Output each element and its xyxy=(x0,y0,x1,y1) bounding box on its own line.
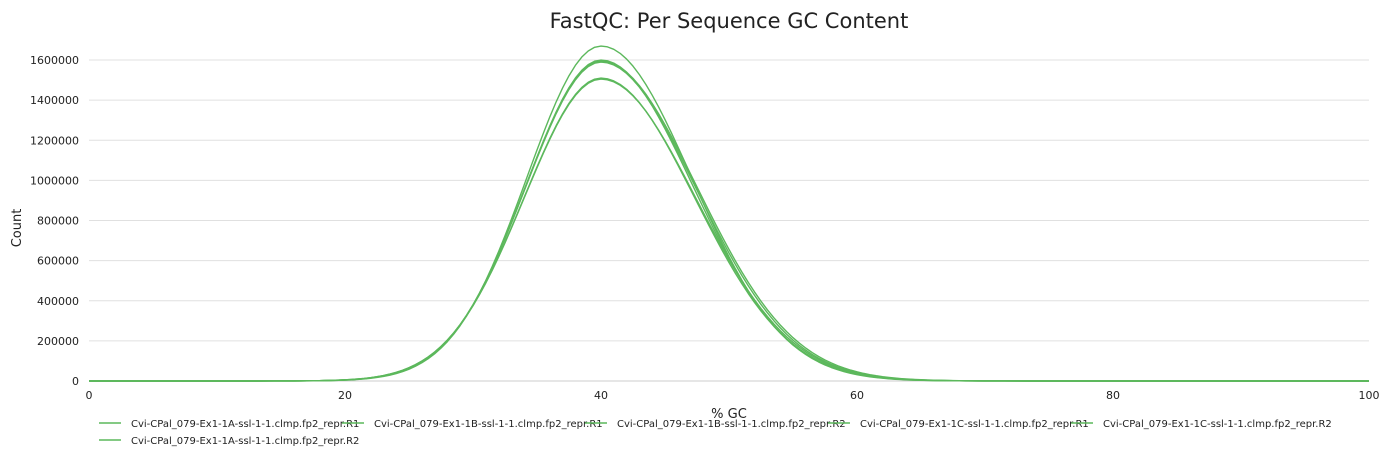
series-line-5[interactable] xyxy=(89,59,1369,382)
y-tick-label: 600000 xyxy=(37,255,79,268)
legend-label: Cvi-CPal_079-Ex1-1B-ssl-1-1.clmp.fp2_rep… xyxy=(374,419,603,430)
y-tick-label: 1200000 xyxy=(30,134,79,147)
grid-lines xyxy=(89,59,1369,342)
x-tick-label: 80 xyxy=(1106,389,1120,402)
legend-item[interactable]: Cvi-CPal_079-Ex1-1A-ssl-1-1.clmp.fp2_rep… xyxy=(99,419,359,430)
legend[interactable]: Cvi-CPal_079-Ex1-1A-ssl-1-1.clmp.fp2_rep… xyxy=(99,419,1332,447)
legend-item[interactable]: Cvi-CPal_079-Ex1-1B-ssl-1-1.clmp.fp2_rep… xyxy=(585,419,846,430)
y-tick-label: 200000 xyxy=(37,335,79,348)
legend-label: Cvi-CPal_079-Ex1-1A-ssl-1-1.clmp.fp2_rep… xyxy=(131,419,359,430)
legend-item[interactable]: Cvi-CPal_079-Ex1-1A-ssl-1-1.clmp.fp2_rep… xyxy=(99,436,359,447)
series-line-0[interactable] xyxy=(89,77,1369,382)
legend-label: Cvi-CPal_079-Ex1-1C-ssl-1-1.clmp.fp2_rep… xyxy=(1103,419,1332,430)
legend-item[interactable]: Cvi-CPal_079-Ex1-1C-ssl-1-1.clmp.fp2_rep… xyxy=(828,419,1089,430)
legend-item[interactable]: Cvi-CPal_079-Ex1-1C-ssl-1-1.clmp.fp2_rep… xyxy=(1071,419,1332,430)
y-axis-label: Count xyxy=(10,209,25,248)
y-tick-label: 0 xyxy=(72,375,79,388)
series-lines xyxy=(89,45,1369,382)
x-tick-label: 60 xyxy=(850,389,864,402)
x-tick-label: 40 xyxy=(594,389,608,402)
y-tick-label: 800000 xyxy=(37,215,79,228)
legend-label: Cvi-CPal_079-Ex1-1B-ssl-1-1.clmp.fp2_rep… xyxy=(617,419,846,430)
x-tick-label: 20 xyxy=(338,389,352,402)
y-axis-ticks: 0 200000 400000 600000 800000 1000000 1200000 1… xyxy=(30,54,79,388)
legend-label: Cvi-CPal_079-Ex1-1C-ssl-1-1.clmp.fp2_rep… xyxy=(860,419,1089,430)
y-tick-label: 1000000 xyxy=(30,174,79,187)
y-tick-label: 1400000 xyxy=(30,94,79,107)
legend-item[interactable]: Cvi-CPal_079-Ex1-1B-ssl-1-1.clmp.fp2_rep… xyxy=(342,419,603,430)
series-line-4[interactable] xyxy=(89,78,1369,382)
series-line-3[interactable] xyxy=(89,61,1369,382)
chart-title: FastQC: Per Sequence GC Content xyxy=(550,9,909,33)
x-tick-label: 0 xyxy=(86,389,93,402)
x-axis-label: % GC xyxy=(711,407,747,422)
series-line-2[interactable] xyxy=(89,45,1369,382)
x-axis-ticks: 0 20 40 60 80 100 xyxy=(86,389,1380,402)
x-tick-label: 100 xyxy=(1359,389,1380,402)
series-line-1[interactable] xyxy=(89,60,1369,382)
legend-label: Cvi-CPal_079-Ex1-1A-ssl-1-1.clmp.fp2_rep… xyxy=(131,436,359,447)
y-tick-label: 400000 xyxy=(37,295,79,308)
y-tick-label: 1600000 xyxy=(30,54,79,67)
